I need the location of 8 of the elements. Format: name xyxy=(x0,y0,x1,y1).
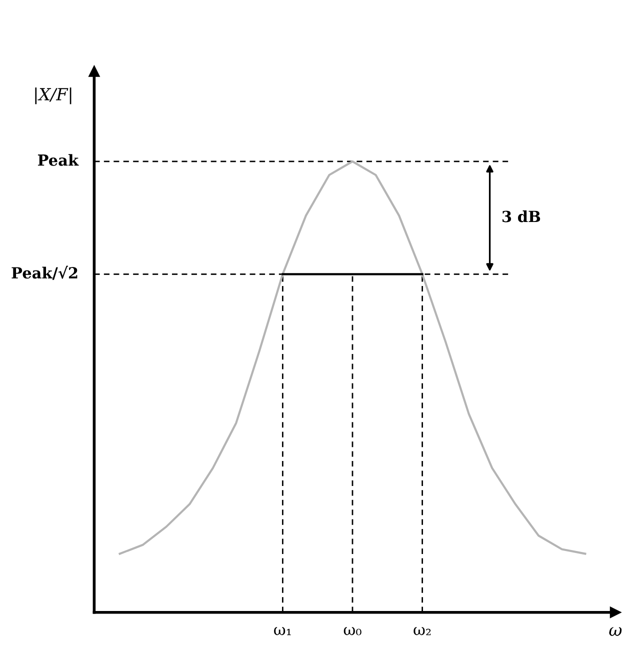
x-tick-label: ω₂ xyxy=(414,627,431,636)
ref-line-label: Peak xyxy=(38,154,79,166)
ref-line-label: Peak/√2 xyxy=(12,266,78,280)
x-axis-title: ω xyxy=(609,627,622,636)
x-tick-label: ω₀ xyxy=(344,627,362,636)
x-tick-label: ω₁ xyxy=(274,627,291,636)
annotation: 3 dB xyxy=(502,210,540,222)
y-axis-title: |X/F| xyxy=(35,88,72,104)
